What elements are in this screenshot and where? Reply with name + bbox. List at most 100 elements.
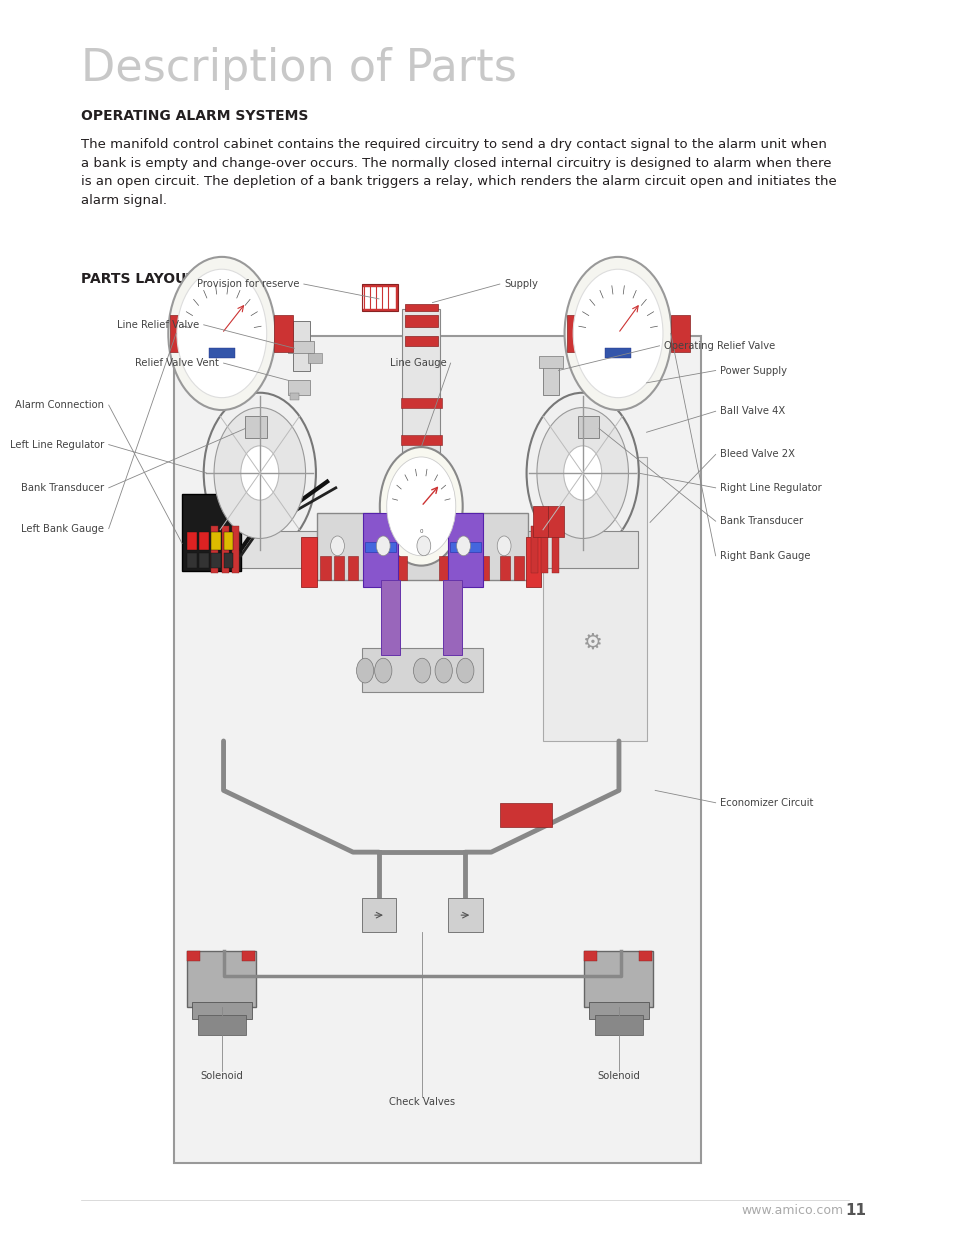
Bar bbox=[395, 556, 406, 580]
Bar bbox=[316, 513, 528, 580]
Text: Supply: Supply bbox=[503, 279, 537, 289]
Bar bbox=[499, 803, 551, 827]
Circle shape bbox=[497, 536, 511, 556]
Bar bbox=[301, 537, 316, 587]
Text: Left Bank Gauge: Left Bank Gauge bbox=[21, 524, 104, 534]
Bar bbox=[223, 532, 233, 550]
Bar bbox=[199, 553, 209, 568]
Bar bbox=[363, 287, 395, 309]
Circle shape bbox=[435, 658, 452, 683]
Text: Right Line Regulator: Right Line Regulator bbox=[720, 483, 821, 493]
Bar bbox=[548, 506, 563, 537]
Bar bbox=[402, 309, 439, 513]
Text: Bleed Valve 2X: Bleed Valve 2X bbox=[720, 450, 794, 459]
Bar bbox=[187, 951, 200, 961]
Bar bbox=[449, 542, 480, 552]
Circle shape bbox=[563, 446, 601, 500]
Bar bbox=[209, 348, 234, 358]
Bar bbox=[525, 537, 540, 587]
Circle shape bbox=[331, 536, 344, 556]
Circle shape bbox=[240, 446, 278, 500]
Bar bbox=[308, 353, 321, 363]
Bar bbox=[400, 435, 441, 445]
Bar bbox=[232, 526, 239, 573]
Bar bbox=[206, 531, 318, 568]
Bar bbox=[538, 356, 562, 368]
Text: Description of Parts: Description of Parts bbox=[81, 47, 517, 90]
Bar bbox=[223, 553, 233, 568]
Bar bbox=[174, 336, 700, 1163]
Circle shape bbox=[537, 408, 628, 538]
Bar bbox=[187, 532, 196, 550]
Bar bbox=[320, 556, 331, 580]
Circle shape bbox=[375, 658, 392, 683]
Circle shape bbox=[413, 658, 431, 683]
Bar bbox=[404, 336, 437, 346]
Bar bbox=[241, 951, 254, 961]
Text: Relief Valve Vent: Relief Valve Vent bbox=[135, 358, 219, 368]
Bar bbox=[478, 556, 489, 580]
Bar bbox=[499, 556, 510, 580]
Bar bbox=[400, 398, 441, 408]
Circle shape bbox=[204, 393, 315, 553]
Circle shape bbox=[416, 536, 431, 556]
Bar bbox=[439, 556, 449, 580]
Bar bbox=[222, 526, 229, 573]
Bar bbox=[594, 1015, 642, 1035]
Bar bbox=[604, 348, 630, 358]
Bar bbox=[442, 580, 461, 655]
Circle shape bbox=[176, 269, 267, 398]
Bar bbox=[532, 506, 548, 537]
Bar bbox=[293, 321, 310, 370]
Bar bbox=[407, 315, 435, 420]
Bar bbox=[199, 532, 209, 550]
Text: Operating Relief Valve: Operating Relief Valve bbox=[663, 341, 774, 351]
Text: www.amico.com: www.amico.com bbox=[740, 1204, 842, 1216]
Bar bbox=[404, 315, 437, 327]
Text: Power Supply: Power Supply bbox=[720, 366, 786, 375]
Bar bbox=[212, 532, 221, 550]
Circle shape bbox=[356, 658, 374, 683]
Text: Ball Valve 4X: Ball Valve 4X bbox=[720, 406, 784, 416]
Text: Left Line Regulator: Left Line Regulator bbox=[10, 440, 104, 450]
Bar bbox=[334, 556, 344, 580]
Bar bbox=[584, 951, 653, 1007]
Circle shape bbox=[379, 447, 462, 566]
Bar bbox=[192, 1002, 252, 1019]
Text: PARTS LAYOUT: PARTS LAYOUT bbox=[81, 272, 196, 285]
Text: Bank Transducer: Bank Transducer bbox=[21, 483, 104, 493]
Circle shape bbox=[564, 257, 671, 410]
Text: Bank Transducer: Bank Transducer bbox=[720, 516, 802, 526]
Bar bbox=[182, 494, 240, 571]
Bar bbox=[670, 315, 689, 352]
Text: Solenoid: Solenoid bbox=[200, 1071, 243, 1081]
Bar bbox=[245, 416, 267, 438]
Bar bbox=[274, 315, 293, 352]
Bar bbox=[170, 315, 189, 352]
Text: 11: 11 bbox=[844, 1203, 865, 1218]
Circle shape bbox=[168, 257, 275, 410]
Circle shape bbox=[376, 536, 390, 556]
Text: OPERATING ALARM SYSTEMS: OPERATING ALARM SYSTEMS bbox=[81, 109, 308, 122]
Bar bbox=[365, 542, 395, 552]
Text: Right Bank Gauge: Right Bank Gauge bbox=[720, 551, 810, 561]
Circle shape bbox=[526, 393, 639, 553]
Bar bbox=[530, 526, 537, 573]
Circle shape bbox=[386, 457, 456, 556]
Bar bbox=[212, 553, 221, 568]
Text: Line Gauge: Line Gauge bbox=[389, 358, 446, 368]
Circle shape bbox=[573, 269, 662, 398]
Bar bbox=[513, 556, 523, 580]
Circle shape bbox=[213, 408, 305, 538]
Bar bbox=[566, 315, 585, 352]
Text: 0: 0 bbox=[419, 529, 422, 534]
Text: Solenoid: Solenoid bbox=[597, 1071, 639, 1081]
Bar bbox=[588, 1002, 648, 1019]
Text: Alarm Connection: Alarm Connection bbox=[15, 400, 104, 410]
Bar bbox=[525, 531, 638, 568]
Bar bbox=[551, 526, 558, 573]
Text: ⚙: ⚙ bbox=[582, 632, 602, 652]
Circle shape bbox=[456, 536, 470, 556]
Text: Provision for reserve: Provision for reserve bbox=[197, 279, 299, 289]
Bar bbox=[584, 951, 597, 961]
